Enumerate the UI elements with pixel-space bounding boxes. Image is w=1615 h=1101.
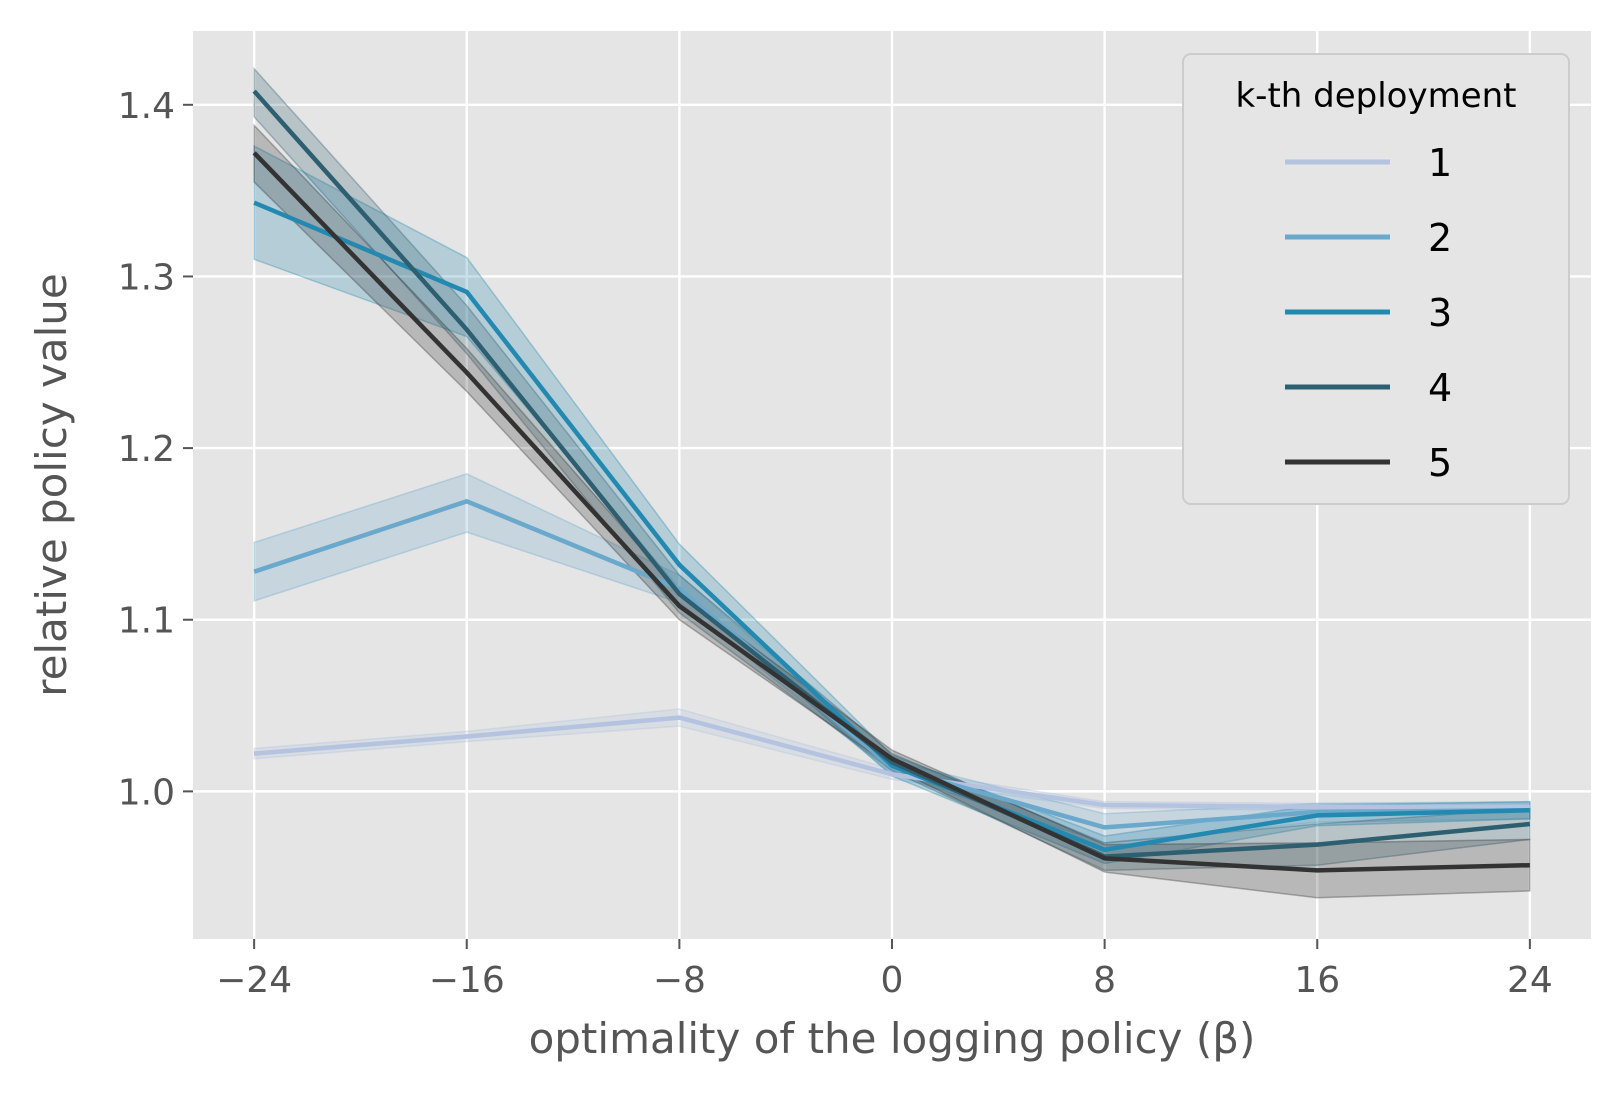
confidence-band-series-5	[253, 123, 1531, 899]
y-axis-label: relative policy value	[27, 273, 76, 697]
y-tick-label: 1.2	[118, 429, 175, 470]
x-tick-label: 8	[1093, 960, 1116, 1001]
y-tick-label: 1.4	[118, 86, 175, 127]
x-tick-label: −24	[216, 960, 292, 1001]
x-axis-ticks: −24 −16 −8 0 8 16 24	[216, 939, 1553, 1001]
legend-title: k-th deployment	[1235, 76, 1516, 116]
line-series-3	[253, 200, 1530, 852]
legend-label-series-5: 5	[1428, 441, 1452, 485]
line-series-5	[252, 151, 1530, 873]
x-tick-label: −16	[429, 960, 505, 1001]
y-tick-label: 1.0	[118, 772, 175, 813]
line-series-4	[252, 89, 1531, 859]
x-tick-label: 0	[881, 960, 904, 1001]
y-tick-label: 1.3	[118, 257, 175, 298]
line-series-1	[253, 715, 1530, 810]
legend-label-series-3: 3	[1428, 291, 1452, 335]
x-tick-label: 24	[1507, 960, 1553, 1001]
x-axis-label: optimality of the logging policy (β)	[529, 1014, 1256, 1063]
legend-label-series-1: 1	[1428, 141, 1452, 185]
x-tick-label: 16	[1294, 960, 1340, 1001]
legend-label-series-4: 4	[1428, 366, 1452, 410]
x-tick-label: −8	[653, 960, 706, 1001]
y-tick-label: 1.1	[118, 601, 175, 642]
series-lines	[252, 89, 1531, 873]
legend-box	[1182, 53, 1570, 505]
y-axis-ticks: 1.0 1.1 1.2 1.3 1.4	[118, 86, 193, 813]
legend-label-series-2: 2	[1428, 216, 1452, 260]
confidence-band-series-2	[253, 473, 1531, 844]
legend: k-th deployment 1 2 3 4 5	[1182, 53, 1570, 505]
